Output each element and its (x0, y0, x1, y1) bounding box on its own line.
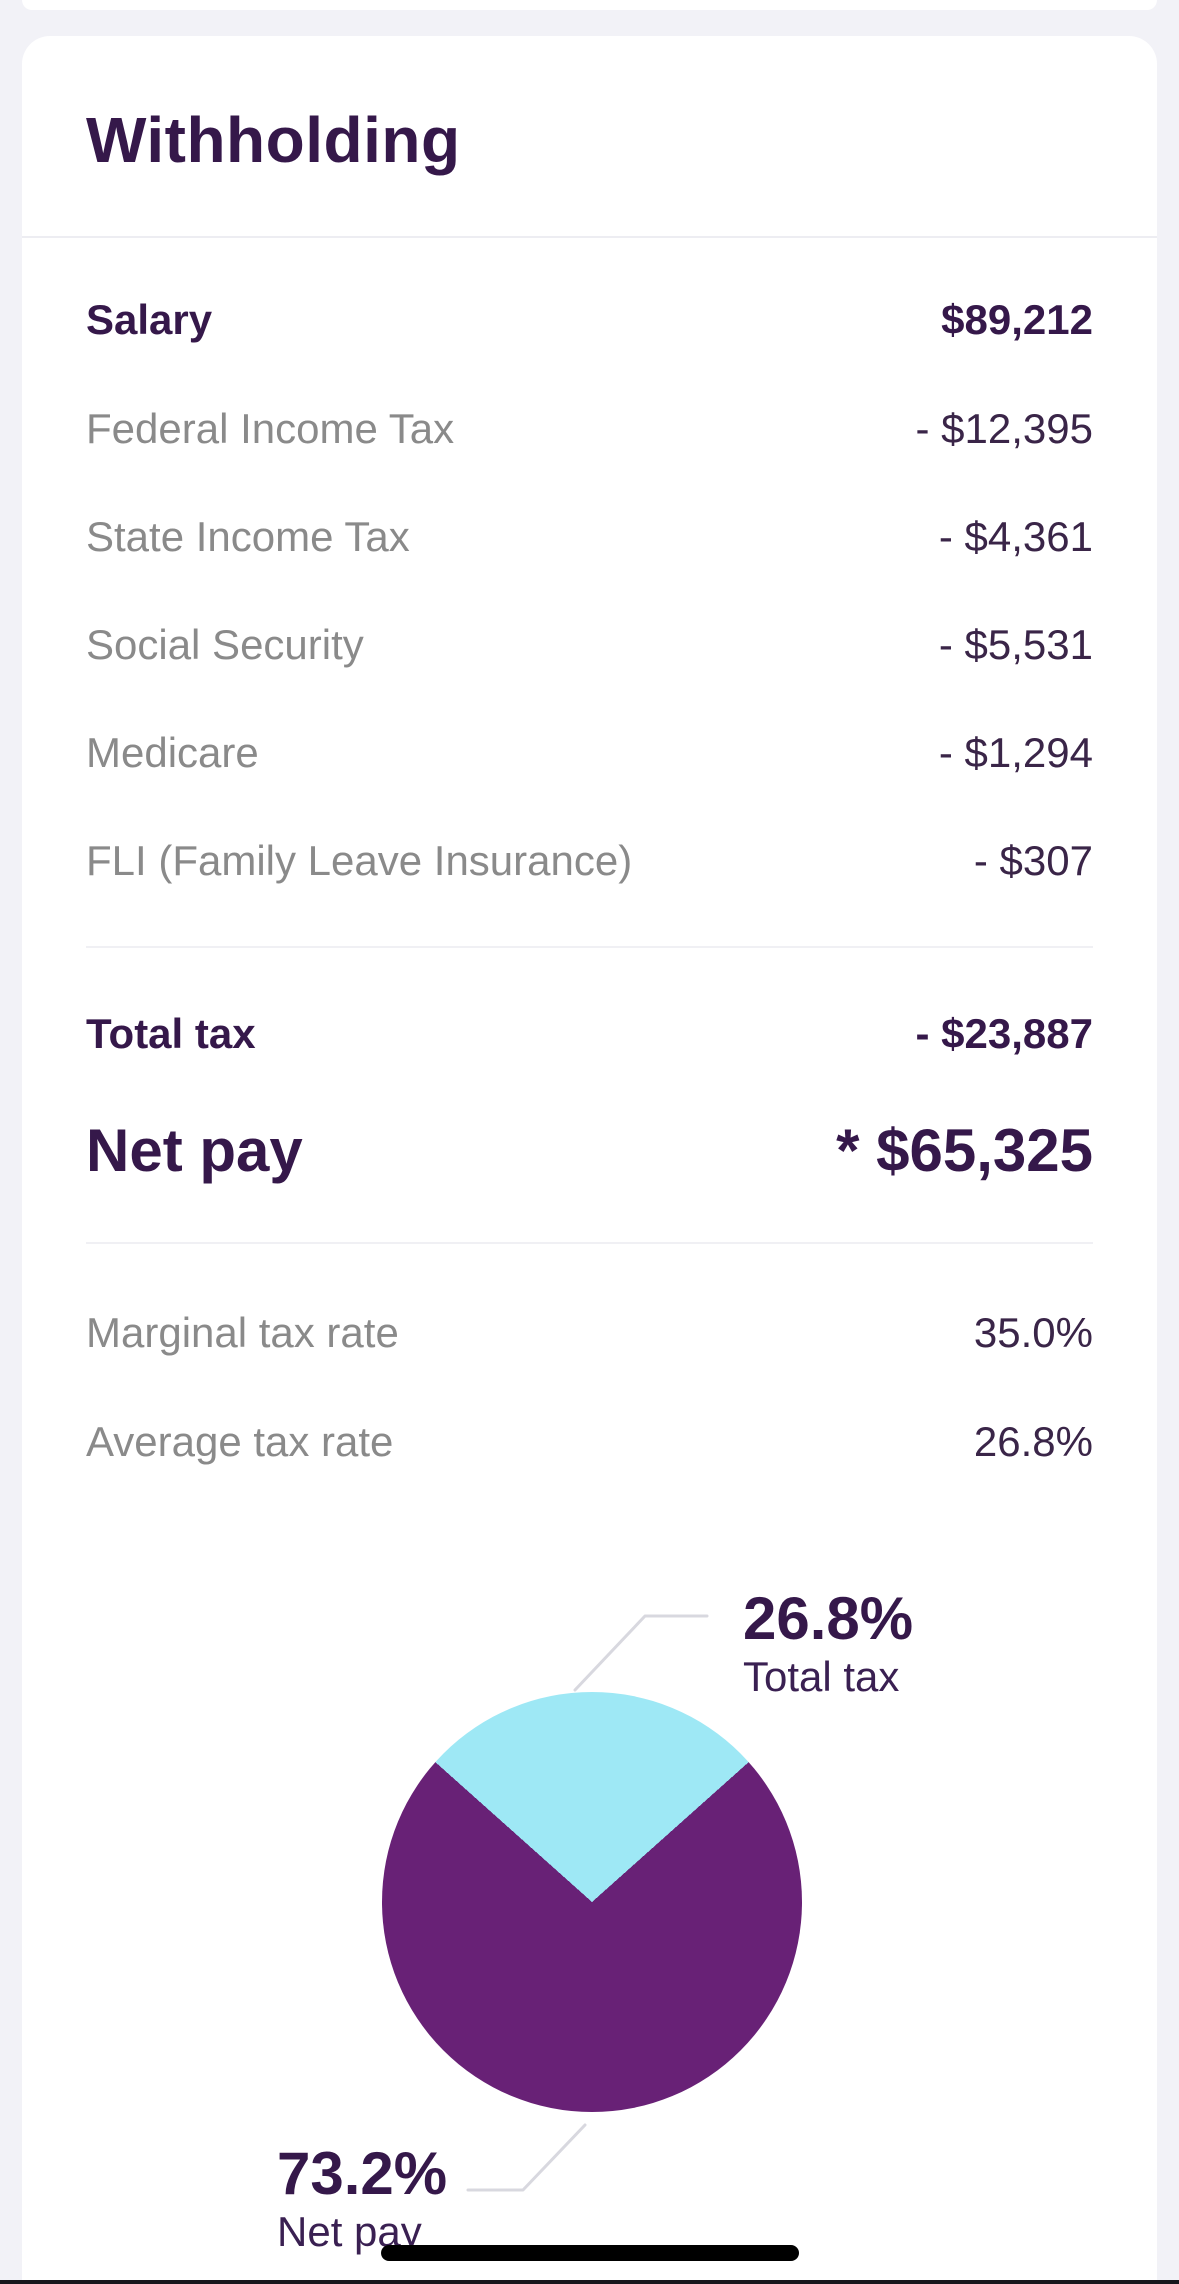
row-label: Medicare (86, 729, 259, 776)
section-divider (86, 946, 1093, 948)
row-label: Total tax (86, 1010, 256, 1057)
table-row-average-tax-rate: Average tax rate 26.8% (86, 1414, 1093, 1470)
section-divider (86, 1242, 1093, 1244)
row-value: - $4,361 (938, 513, 1093, 560)
row-value: - $23,887 (915, 1010, 1093, 1057)
table-row-fli: FLI (Family Leave Insurance) - $307 (86, 833, 1093, 889)
pie-leader-line-net-pay (466, 2123, 587, 2192)
table-row-marginal-tax-rate: Marginal tax rate 35.0% (86, 1305, 1093, 1361)
title-divider (22, 236, 1157, 238)
callout-percent: 73.2% (277, 2140, 448, 2207)
row-value: 26.8% (973, 1418, 1093, 1465)
table-row-state-income-tax: State Income Tax - $4,361 (86, 509, 1093, 565)
row-value: - $1,294 (938, 729, 1093, 776)
table-row-federal-income-tax: Federal Income Tax - $12,395 (86, 401, 1093, 457)
row-label: Marginal tax rate (86, 1309, 399, 1356)
row-value: * $65,325 (836, 1116, 1093, 1184)
pie-leader-line-total-tax (573, 1614, 709, 1692)
pie-chart (382, 1692, 802, 2112)
callout-percent: 26.8% (743, 1585, 914, 1652)
row-value: - $307 (973, 837, 1093, 884)
table-row-medicare: Medicare - $1,294 (86, 725, 1093, 781)
row-label: Salary (86, 296, 213, 343)
previous-card-remnant (22, 0, 1157, 10)
pie-callout-total-tax: 26.8% Total tax (743, 1585, 913, 1701)
table-row-social-security: Social Security - $5,531 (86, 617, 1093, 673)
row-label: FLI (Family Leave Insurance) (86, 837, 633, 884)
home-indicator[interactable] (381, 2245, 799, 2261)
row-label: Average tax rate (86, 1418, 394, 1465)
row-label: Social Security (86, 621, 364, 668)
table-row-net-pay: Net pay * $65,325 (86, 1108, 1093, 1192)
row-label: Net pay (86, 1116, 303, 1184)
table-row-total-tax: Total tax - $23,887 (86, 1006, 1093, 1062)
table-row-salary: Salary $89,212 (86, 292, 1093, 348)
row-label: Federal Income Tax (86, 405, 455, 452)
screen-bottom-edge (0, 2280, 1179, 2284)
row-value: - $12,395 (915, 405, 1093, 452)
row-value: 35.0% (973, 1309, 1093, 1356)
page-title: Withholding (86, 104, 461, 176)
row-value: - $5,531 (938, 621, 1093, 668)
pie-callout-net-pay: 73.2% Net pay (277, 2140, 447, 2256)
callout-label: Total tax (743, 1653, 900, 1700)
row-value: $89,212 (941, 296, 1093, 343)
row-label: State Income Tax (86, 513, 410, 560)
